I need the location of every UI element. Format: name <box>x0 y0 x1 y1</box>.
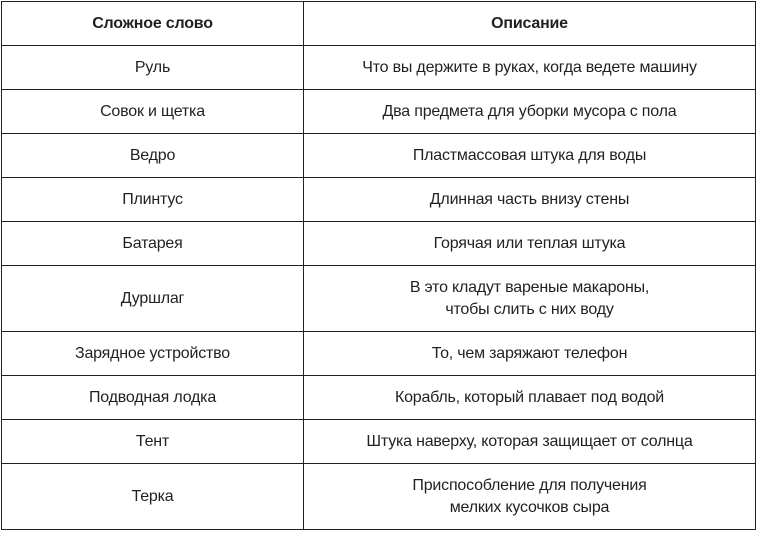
description-line: чтобы слить с них воду <box>445 300 614 318</box>
word-cell: Терка <box>1 463 304 530</box>
table-row: Зарядное устройство То, чем заряжают теле… <box>1 331 756 376</box>
description-cell: Пластмассовая штука для воды <box>303 133 756 178</box>
header-row: Сложное слово Описание <box>1 1 756 46</box>
word-cell: Зарядное устройство <box>1 331 304 376</box>
description-cell: Два предмета для уборки мусора с пола <box>303 89 756 134</box>
description-line: Приспособление для получения <box>412 476 647 494</box>
table-row: Ведро Пластмассовая штука для воды <box>1 133 756 178</box>
word-cell: Плинтус <box>1 177 304 222</box>
table-body: Руль Что вы держите в руках, когда ведете… <box>1 45 756 530</box>
table-row: Батарея Горячая или теплая штука <box>1 221 756 266</box>
table-row: Руль Что вы держите в руках, когда ведете… <box>1 45 756 90</box>
description-cell: Штука наверху, которая защищает от солнц… <box>303 419 756 464</box>
word-cell: Ведро <box>1 133 304 178</box>
description-line: То, чем заряжают телефон <box>431 344 628 362</box>
description-line: Горячая или теплая штука <box>433 234 626 252</box>
table-row: Подводная лодка Корабль, который плавает … <box>1 375 756 420</box>
words-table: Сложное слово Описание Руль Что вы держит… <box>1 1 756 530</box>
description-line: Длинная часть внизу стены <box>429 190 630 208</box>
description-cell: Приспособление для получения мелких кусоч… <box>303 463 756 530</box>
description-cell: Длинная часть внизу стены <box>303 177 756 222</box>
table-row: Дуршлаг В это кладут вареные макароны, что… <box>1 265 756 332</box>
description-cell: Что вы держите в руках, когда ведете маш… <box>303 45 756 90</box>
word-cell: Подводная лодка <box>1 375 304 420</box>
table-row: Тент Штука наверху, которая защищает от с… <box>1 419 756 464</box>
description-line: Два предмета для уборки мусора с пола <box>382 102 677 120</box>
description-line: Пластмассовая штука для воды <box>412 146 647 164</box>
word-cell: Тент <box>1 419 304 464</box>
description-line: мелких кусочков сыра <box>449 498 610 516</box>
word-cell: Дуршлаг <box>1 265 304 332</box>
word-cell: Совок и щетка <box>1 89 304 134</box>
description-line: Штука наверху, которая защищает от солнц… <box>366 432 693 450</box>
description-line: Корабль, который плавает под водой <box>394 388 665 406</box>
table-row: Совок и щетка Два предмета для уборки мус… <box>1 89 756 134</box>
description-cell: Корабль, который плавает под водой <box>303 375 756 420</box>
word-cell: Руль <box>1 45 304 90</box>
description-cell: То, чем заряжают телефон <box>303 331 756 376</box>
description-line: В это кладут вареные макароны, <box>409 278 650 296</box>
table-row: Плинтус Длинная часть внизу стены <box>1 177 756 222</box>
description-cell: В это кладут вареные макароны, чтобы слит… <box>303 265 756 332</box>
header-word: Сложное слово <box>1 1 304 46</box>
description-line: Что вы держите в руках, когда ведете маш… <box>362 58 697 76</box>
table-row: Терка Приспособление для получения мелких … <box>1 463 756 530</box>
word-cell: Батарея <box>1 221 304 266</box>
description-cell: Горячая или теплая штука <box>303 221 756 266</box>
header-description: Описание <box>303 1 756 46</box>
